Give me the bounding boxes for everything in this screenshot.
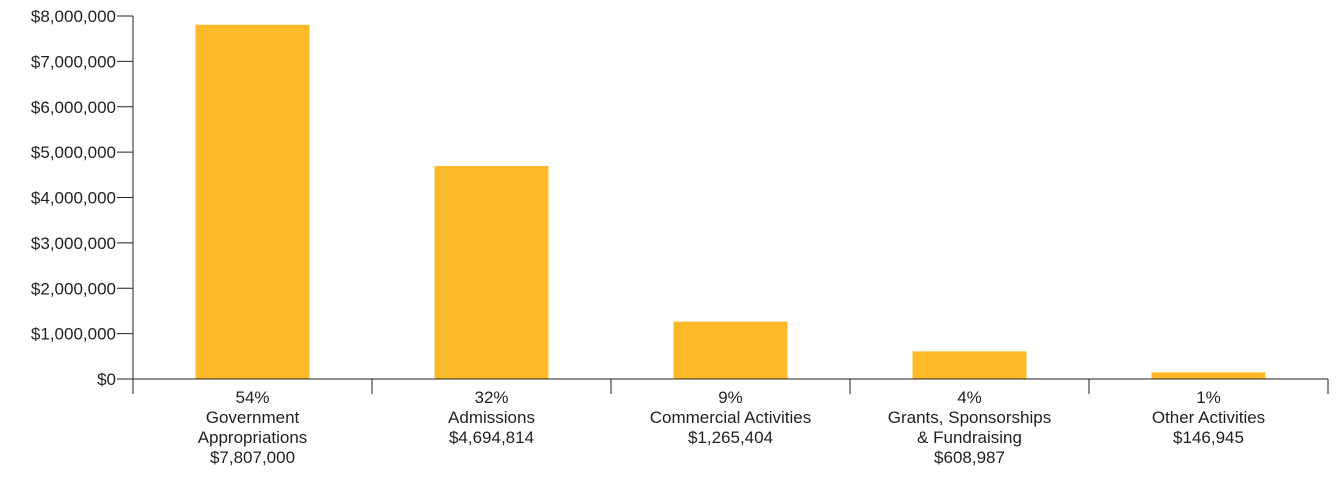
category-label-line: Other Activities (1152, 408, 1265, 427)
category-label-line: $608,987 (934, 448, 1005, 467)
y-tick-label: $0 (97, 370, 116, 389)
category-label-2: 32%Admissions$4,694,814 (448, 388, 535, 447)
category-label-line: 1% (1196, 388, 1221, 407)
category-label-3: 9%Commercial Activities$1,265,404 (650, 388, 812, 447)
category-label-line: Appropriations (198, 428, 308, 447)
category-label-line: $7,807,000 (210, 448, 295, 467)
y-tick-label: $5,000,000 (31, 143, 116, 162)
bar-3 (673, 321, 788, 379)
y-tick-label: $1,000,000 (31, 325, 116, 344)
bar-1 (195, 24, 310, 379)
category-label-line: Commercial Activities (650, 408, 812, 427)
category-label-line: $1,265,404 (688, 428, 773, 447)
bar-5 (1151, 372, 1266, 379)
category-label-line: & Fundraising (917, 428, 1022, 447)
y-tick-label: $6,000,000 (31, 98, 116, 117)
category-label-line: Government (206, 408, 300, 427)
category-label-5: 1%Other Activities$146,945 (1152, 388, 1265, 447)
y-tick-label: $8,000,000 (31, 7, 116, 26)
category-label-line: 54% (235, 388, 269, 407)
category-label-line: 32% (474, 388, 508, 407)
category-label-4: 4%Grants, Sponsorships& Fundraising$608,… (888, 388, 1051, 467)
bar-4 (912, 351, 1027, 379)
y-tick-label: $3,000,000 (31, 234, 116, 253)
category-label-line: 9% (718, 388, 743, 407)
bars (195, 24, 1266, 379)
bar-2 (434, 165, 549, 379)
category-label-line: Admissions (448, 408, 535, 427)
y-axis: $0 $1,000,000 $2,000,000 $3,000,000 $4,000,0… (31, 7, 134, 394)
y-tick-label: $2,000,000 (31, 279, 116, 298)
category-label-line: 4% (957, 388, 982, 407)
y-tick-label: $7,000,000 (31, 52, 116, 71)
y-tick-label: $4,000,000 (31, 189, 116, 208)
category-label-line: Grants, Sponsorships (888, 408, 1051, 427)
category-label-line: $4,694,814 (449, 428, 534, 447)
category-label-line: $146,945 (1173, 428, 1244, 447)
